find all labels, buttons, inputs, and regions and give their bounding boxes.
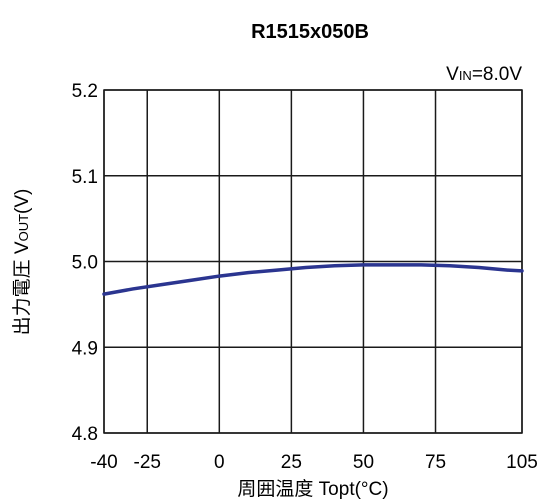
plot-frame <box>103 89 523 434</box>
x-tick-label: 105 <box>506 452 538 473</box>
x-tick-label: 75 <box>425 452 446 473</box>
x-tick-label: -25 <box>134 452 161 473</box>
y-axis-label: 出力電圧 VOUT(V) <box>11 189 33 336</box>
x-tick-labels: -40 -25 0 25 50 75 105 <box>90 452 538 473</box>
y-tick-label: 4.9 <box>72 338 98 359</box>
x-tick-label: 50 <box>353 452 374 473</box>
y-tick-label: 5.2 <box>72 81 98 102</box>
x-tick-label: 0 <box>214 452 225 473</box>
chart-title: R1515x050B <box>251 21 369 43</box>
x-axis-label: 周囲温度 Topt(°C) <box>237 478 388 500</box>
x-tick-label: 25 <box>281 452 302 473</box>
y-tick-label: 4.8 <box>72 424 98 445</box>
y-tick-label: 5.1 <box>72 167 98 188</box>
y-tick-label: 5.0 <box>72 253 98 274</box>
condition-label: VIN=8.0V <box>446 64 522 85</box>
grid-lines <box>103 89 523 434</box>
y-tick-labels: 4.8 4.9 5.0 5.1 5.2 <box>72 81 98 445</box>
series-line <box>102 263 524 296</box>
x-tick-label: -40 <box>90 452 117 473</box>
